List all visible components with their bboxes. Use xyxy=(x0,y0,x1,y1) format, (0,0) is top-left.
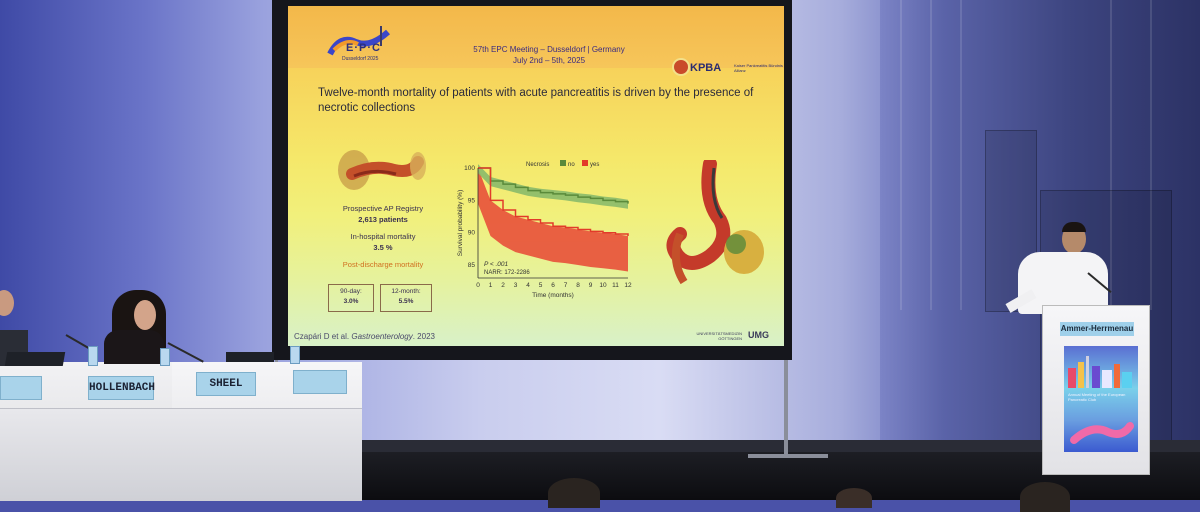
citation-year: . 2023 xyxy=(412,332,435,341)
citation: Czapári D et al. Gastroenterology. 2023 xyxy=(294,332,435,341)
audience-head xyxy=(548,478,600,508)
y-tick-label: 100 xyxy=(464,165,475,172)
registry-label: Prospective AP Registry xyxy=(342,204,424,213)
wall-slat xyxy=(960,0,962,310)
citation-journal: Gastroenterology xyxy=(351,332,413,341)
mortality-12-month-box: 12-month: 5.5% xyxy=(380,284,432,312)
x-tick-label: 8 xyxy=(576,282,580,289)
x-tick-label: 11 xyxy=(612,282,619,289)
meeting-title: 57th EPC Meeting – Dusseldorf | Germany … xyxy=(464,44,634,66)
postdischarge-label: Post-discharge mortality xyxy=(342,260,424,269)
x-tick-label: 0 xyxy=(476,282,480,289)
stomach-necrosis-illustration-icon xyxy=(666,160,764,285)
registry-value: 2,613 patients xyxy=(358,215,408,224)
stage-edge xyxy=(330,440,1200,454)
water-bottle xyxy=(160,348,170,366)
legend-swatch-yes xyxy=(582,160,588,166)
series-line-yes xyxy=(478,167,629,236)
inhospital-label: In-hospital mortality xyxy=(350,232,416,241)
presentation-slide: E·P·C Dusseldorf 2025 57th EPC Meeting –… xyxy=(288,6,784,346)
wall-slat xyxy=(930,0,932,310)
y-tick-label: 90 xyxy=(468,230,476,237)
podium-nameplate: Ammer-Herrmenau xyxy=(1060,322,1134,336)
legend-label-no: no xyxy=(568,162,575,168)
y-axis-label: Survival probability (%) xyxy=(457,190,464,256)
nameplate-hollenbach: HOLLENBACH xyxy=(88,376,155,400)
kpba-logo-icon xyxy=(672,58,690,76)
wall-slat xyxy=(1150,0,1152,310)
narr-annotation: NARR: 172-2286 xyxy=(484,270,530,276)
nameplate-blank-right xyxy=(293,370,347,394)
nameplate-sheel: SHEEL xyxy=(196,372,256,396)
x-tick-label: 6 xyxy=(551,282,555,289)
water-bottle xyxy=(88,346,98,366)
meeting-line-2: July 2nd – 5th, 2025 xyxy=(512,56,586,65)
box-12-label: 12-month: xyxy=(391,288,421,295)
x-tick-label: 12 xyxy=(624,282,632,289)
wall-slat xyxy=(900,0,902,310)
x-tick-label: 1 xyxy=(489,282,493,289)
registry-stats: Prospective AP Registry 2,613 patients I… xyxy=(328,204,438,270)
meeting-line-1: 57th EPC Meeting – Dusseldorf | Germany xyxy=(473,45,625,54)
nameplate-blank-left xyxy=(0,376,42,400)
box-12-value: 5.5% xyxy=(398,298,414,305)
citation-authors: Czapári D et al. xyxy=(294,332,352,341)
y-tick-label: 85 xyxy=(468,262,476,269)
x-tick-label: 10 xyxy=(599,282,607,289)
inhospital-value: 3.5 % xyxy=(373,243,393,252)
pancreas-illustration-icon xyxy=(338,150,426,190)
legend-label-yes: yes xyxy=(590,162,599,168)
x-tick-label: 9 xyxy=(589,282,593,289)
series-yes-confidence-band xyxy=(478,168,628,272)
mortality-90-day-box: 90-day: 3.0% xyxy=(328,284,374,312)
screen-stand xyxy=(784,360,788,456)
legend-swatch-no xyxy=(560,160,566,166)
footer-umg-logo: UMG xyxy=(748,330,769,340)
kpba-subtext: Kaiser Pankreatitis Bündnis Allianz xyxy=(734,63,783,73)
x-tick-label: 2 xyxy=(501,282,505,289)
x-tick-label: 3 xyxy=(514,282,518,289)
y-tick-label: 95 xyxy=(468,197,476,204)
kpba-label: KPBA xyxy=(690,62,722,74)
desk-front xyxy=(0,408,362,501)
panelist-left-head xyxy=(0,290,14,316)
skyline-icon xyxy=(1068,356,1132,388)
box-90-label: 90-day: xyxy=(340,288,362,295)
speaker-body xyxy=(1018,252,1108,314)
box-90-value: 3.0% xyxy=(343,298,359,305)
audience-head xyxy=(836,488,872,508)
panelist-woman-head xyxy=(134,300,156,330)
x-tick-label: 5 xyxy=(539,282,543,289)
speaker-hair xyxy=(1062,222,1086,232)
series-no-confidence-band xyxy=(478,164,628,209)
epc-logo-text: E·P·C xyxy=(346,42,381,54)
p-value-annotation: P < .001 xyxy=(484,261,509,268)
screen-stand-base xyxy=(748,454,828,458)
x-axis-label: Time (months) xyxy=(532,292,574,299)
water-bottle xyxy=(290,346,300,364)
legend-title: Necrosis xyxy=(526,162,549,168)
pancreas-poster-icon xyxy=(1070,422,1134,444)
series-line-no xyxy=(478,167,629,204)
podium-poster-text: Annual Meeting of the European Pancreati… xyxy=(1068,392,1126,402)
slide-headline: Twelve-month mortality of patients with … xyxy=(318,87,754,114)
footer-university: UNIVERSITÄTSMEDIZIN GÖTTINGEN xyxy=(696,331,742,341)
laptop xyxy=(226,352,274,362)
laptop xyxy=(4,352,66,366)
epc-logo-icon xyxy=(327,26,390,56)
audience-head xyxy=(1020,482,1070,512)
panelist-woman-body xyxy=(104,330,164,364)
x-tick-label: 7 xyxy=(564,282,568,289)
epc-logo-subtext: Dusseldorf 2025 xyxy=(342,56,379,62)
slide-header xyxy=(288,6,784,68)
x-tick-label: 4 xyxy=(526,282,530,289)
wall-slat xyxy=(1110,0,1112,310)
